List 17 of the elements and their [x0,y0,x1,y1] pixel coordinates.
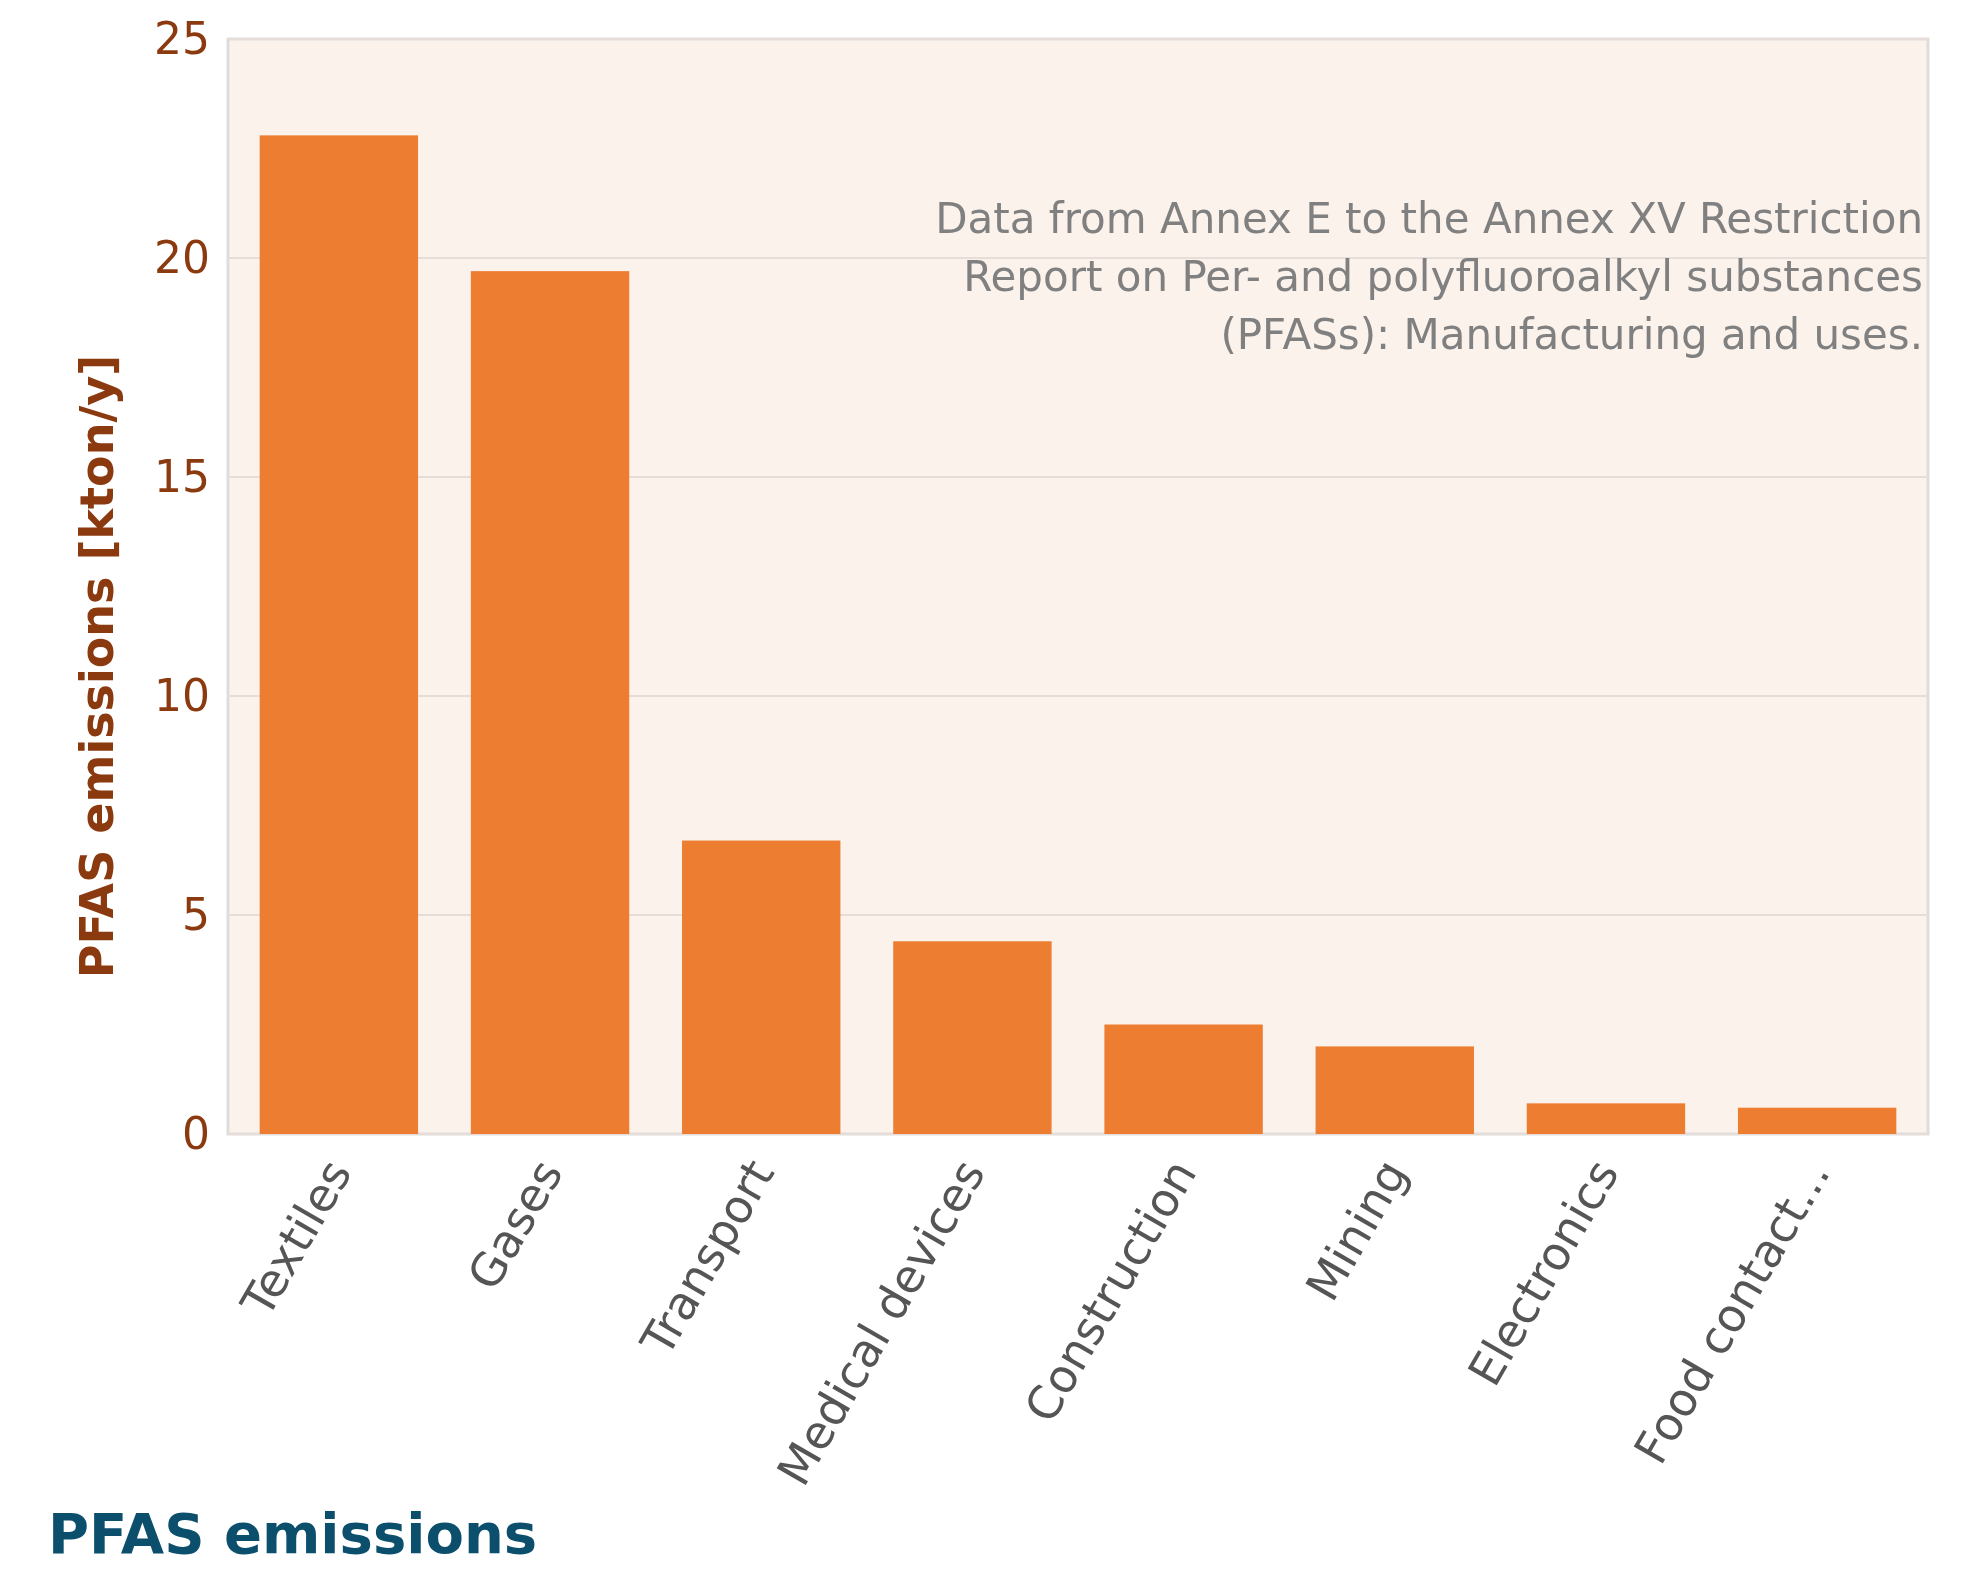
y-tick-label: 10 [154,670,210,722]
y-tick-label: 25 [154,13,210,65]
bar [1526,1103,1686,1134]
y-tick-label: 15 [154,451,210,503]
bar [682,840,841,1134]
bar [893,941,1052,1134]
bar [1315,1046,1474,1134]
text: PFAS emissions [48,1501,538,1566]
bar [259,135,419,1134]
y-axis-title: PFAS emissions [kton/y] [70,354,124,979]
bar [1104,1024,1263,1134]
y-tick-label: 20 [154,232,210,284]
bar [1737,1107,1897,1134]
bar [470,271,630,1134]
y-tick-label: 0 [182,1108,210,1160]
annotation: Data from Annex E to the Annex XV Restriction Report on Per- and polyfluoroalkyl substances (PFASs): Manufacturing and uses. [935,194,1923,359]
y-tick-label: 5 [182,889,210,941]
